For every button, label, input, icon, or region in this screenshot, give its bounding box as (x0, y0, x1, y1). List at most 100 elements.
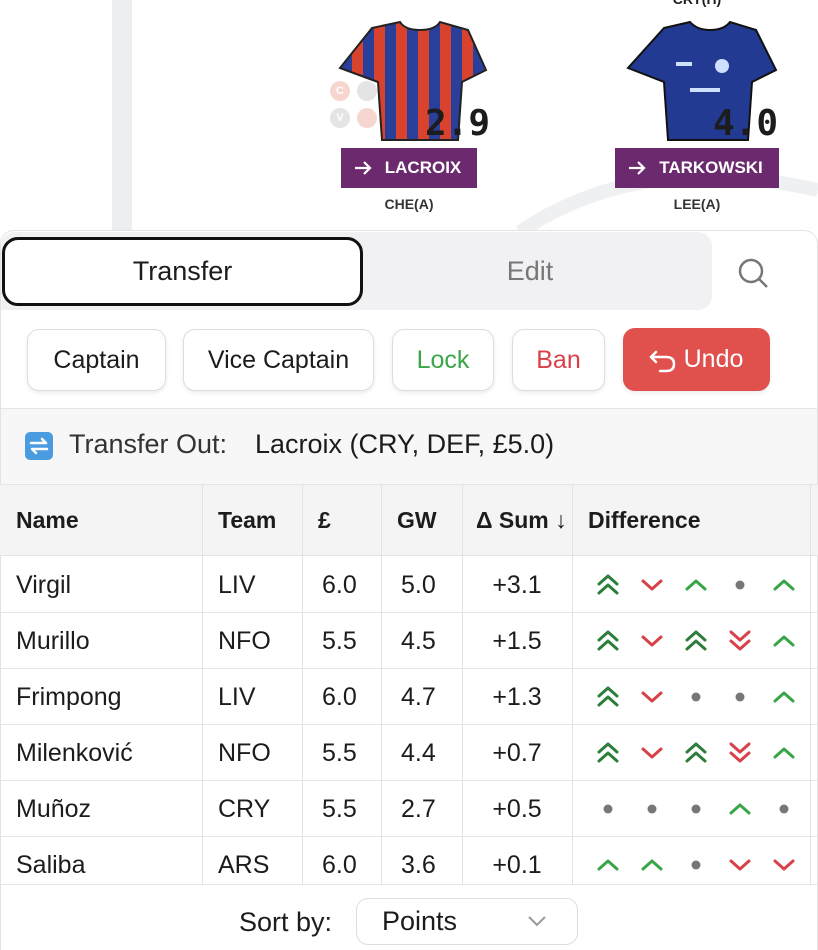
table-cell: NFO (218, 738, 271, 767)
table-cell: +0.1 (492, 850, 542, 879)
difference-icon (597, 686, 619, 707)
captain-badge: C (336, 85, 344, 97)
difference-icon (729, 630, 751, 651)
difference-icon (641, 859, 663, 871)
header-row (0, 484, 818, 556)
transfer-out-player: Lacroix (CRY, DEF, £5.0) (255, 429, 555, 459)
difference-icon (773, 635, 795, 647)
player-button[interactable]: LACROIX (341, 148, 477, 188)
difference-icon (647, 804, 657, 814)
pitch-line (112, 0, 132, 232)
captain-button[interactable]: Captain (27, 329, 166, 391)
fixture: LEE(A) (673, 196, 721, 212)
difference-icon (773, 747, 795, 759)
undo-icon (649, 350, 676, 373)
search-icon[interactable] (736, 256, 770, 290)
badge (357, 81, 377, 101)
header-cell: GW (397, 506, 437, 533)
header-cell: Team (218, 506, 277, 533)
difference-icon (735, 692, 745, 702)
table-cell: +0.5 (492, 794, 542, 823)
difference-icon (641, 691, 663, 703)
difference-icon (597, 859, 619, 871)
difference-icon (597, 742, 619, 763)
header-cell: Δ Sum ↓ (476, 506, 567, 533)
table-cell: +1.3 (492, 682, 542, 711)
difference-icon (691, 804, 701, 814)
tab-edit[interactable]: Edit (506, 256, 554, 286)
lock-button[interactable]: Lock (392, 329, 494, 391)
difference-icon (641, 579, 663, 591)
row-divider (0, 724, 818, 725)
table-cell: CRY (218, 794, 271, 823)
difference-icon (685, 742, 707, 763)
difference-icon (685, 630, 707, 651)
difference-icon (735, 580, 745, 590)
table-cell: +3.1 (492, 570, 542, 599)
player-button[interactable]: TARKOWSKI (615, 148, 779, 188)
table-cell: 2.7 (401, 794, 436, 823)
table-cell: ARS (218, 850, 270, 879)
difference-icon (729, 803, 751, 815)
difference-icon (773, 859, 795, 871)
table-cell: 6.0 (322, 850, 357, 879)
table-cell: 5.5 (322, 626, 357, 655)
table-cell: NFO (218, 626, 271, 655)
table: Name Team £ GW Δ Sum ↓ Difference Virgil LIV 6.0… (0, 484, 818, 893)
header-cell: Name (16, 506, 79, 533)
row-divider (0, 612, 818, 613)
difference-icon (641, 747, 663, 759)
row-divider (0, 668, 818, 669)
badge (330, 81, 350, 101)
arrow-icon (355, 161, 372, 175)
column-divider (572, 484, 573, 884)
difference-icon (597, 630, 619, 651)
footer (1, 884, 817, 950)
vice-badge: V (336, 112, 344, 124)
table-cell: Virgil (16, 570, 72, 599)
player-price: 4.0 (713, 103, 779, 144)
transfer-out-bar (1, 408, 817, 484)
tab-transfer[interactable]: Transfer (2, 237, 363, 306)
chevron (528, 916, 546, 927)
header-cell: £ (318, 506, 331, 533)
fixture: CHE(A) (384, 196, 434, 212)
difference-icon (729, 859, 751, 871)
ban-button[interactable]: Ban (512, 329, 605, 391)
table-cell: 6.0 (322, 682, 357, 711)
row-divider (0, 780, 818, 781)
fixture: CRY(H) (647, 0, 747, 10)
vice-captain-button[interactable]: Vice Captain (183, 329, 374, 391)
column-divider (202, 484, 203, 884)
table-cell: +0.7 (492, 738, 542, 767)
player-name: TARKOWSKI (659, 158, 763, 177)
table-cell: 5.0 (401, 570, 436, 599)
difference-icon (729, 742, 751, 763)
difference-icon (597, 574, 619, 595)
table-cell: 4.7 (401, 682, 436, 711)
table-cell: 3.6 (401, 850, 436, 879)
table-cell: LIV (218, 682, 256, 711)
row-divider (0, 836, 818, 837)
table-cell: Milenković (16, 738, 133, 767)
badge (330, 108, 350, 128)
difference-icon (603, 804, 613, 814)
player-name: LACROIX (384, 158, 462, 177)
undo-button[interactable]: Undo (623, 328, 770, 391)
difference-icon (773, 579, 795, 591)
table-cell: +1.5 (492, 626, 542, 655)
column-divider (302, 484, 303, 884)
header-cell: Difference (588, 506, 701, 533)
difference-icon (773, 691, 795, 703)
arrow-icon (629, 161, 646, 175)
table-cell: 5.5 (322, 794, 357, 823)
sort-label: Sort by: (239, 907, 333, 937)
table-cell: Muñoz (16, 794, 92, 823)
table-cell: 5.5 (322, 738, 357, 767)
difference-icon (685, 579, 707, 591)
sort-select[interactable]: Points (356, 898, 578, 945)
jersey (626, 20, 778, 141)
badge (357, 108, 377, 128)
column-divider (381, 484, 382, 884)
